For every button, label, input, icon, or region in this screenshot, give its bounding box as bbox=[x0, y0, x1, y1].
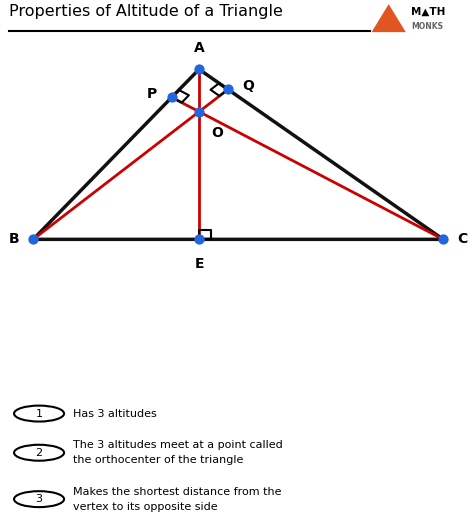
Text: The 3 altitudes meet at a point called
the orthocenter of the triangle: The 3 altitudes meet at a point called t… bbox=[73, 440, 283, 465]
Point bbox=[195, 108, 203, 116]
Text: Properties of Altitude of a Triangle: Properties of Altitude of a Triangle bbox=[9, 4, 283, 19]
Text: 2: 2 bbox=[36, 448, 43, 458]
Point bbox=[439, 235, 447, 243]
Polygon shape bbox=[372, 4, 406, 32]
Text: B: B bbox=[9, 233, 19, 247]
Point bbox=[29, 235, 37, 243]
Text: Q: Q bbox=[242, 79, 254, 93]
Text: Has 3 altitudes: Has 3 altitudes bbox=[73, 409, 157, 419]
Point bbox=[168, 93, 175, 102]
Text: C: C bbox=[457, 233, 468, 247]
Text: 1: 1 bbox=[36, 409, 43, 419]
Text: Makes the shortest distance from the
vertex to its opposite side: Makes the shortest distance from the ver… bbox=[73, 487, 282, 512]
Text: P: P bbox=[147, 87, 157, 101]
Text: A: A bbox=[194, 41, 204, 55]
Text: MONKS: MONKS bbox=[411, 22, 444, 31]
Text: E: E bbox=[194, 257, 204, 271]
Text: O: O bbox=[211, 125, 223, 139]
Point bbox=[224, 85, 232, 94]
Point bbox=[195, 235, 203, 243]
Text: M▲TH: M▲TH bbox=[411, 7, 446, 17]
Text: 3: 3 bbox=[36, 494, 43, 504]
Point bbox=[195, 65, 203, 74]
